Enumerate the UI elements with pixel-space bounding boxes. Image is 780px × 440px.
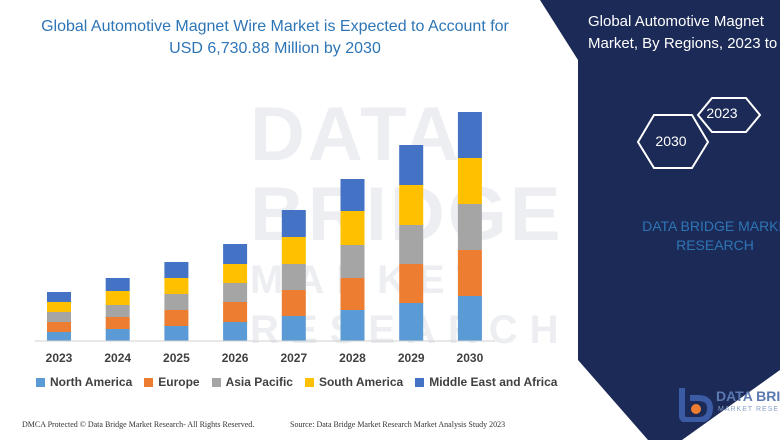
bar-2027-series-3 (281, 237, 306, 264)
hexagon-2030-label: 2030 (655, 133, 687, 149)
bar-2028-series-2 (340, 245, 365, 278)
bar-2030-series-2 (457, 204, 482, 250)
bar-2023-series-2 (47, 312, 71, 322)
data-bridge-logo-icon (679, 388, 714, 422)
bar-2025-series-0 (164, 326, 189, 341)
bar-2027-series-4 (281, 210, 306, 237)
x-tick-2029: 2029 (398, 351, 425, 365)
bar-2028-series-0 (340, 310, 365, 341)
legend-label: South America (318, 375, 404, 389)
legend-label: Asia Pacific (225, 375, 293, 389)
side-panel-title: Global Automotive Magnet Market, By Regi… (588, 11, 780, 55)
bar-2025-series-3 (164, 278, 189, 294)
bar-2028-series-4 (340, 179, 365, 211)
side-panel-title-line1: Global Automotive Magnet (588, 13, 764, 30)
x-tick-2027: 2027 (280, 351, 307, 365)
bar-2025-series-2 (164, 294, 189, 310)
bar-2024-series-3 (105, 291, 130, 305)
legend-label: North America (50, 375, 133, 389)
footer-copyright: DMCA Protected © Data Bridge Market Rese… (22, 420, 255, 429)
x-tick-2023: 2023 (46, 351, 73, 365)
chart-title-line1: Global Automotive Magnet Wire Market is … (41, 18, 509, 35)
side-panel-title-line2: Market, By Regions, 2023 to (588, 35, 778, 52)
bar-2025-series-1 (164, 310, 189, 326)
bar-2023-series-0 (47, 332, 71, 341)
logo-text: DATA BRID (716, 388, 780, 404)
legend-item-2: Asia Pacific (211, 375, 293, 389)
chart-title-line2: USD 6,730.88 Million by 2030 (169, 40, 381, 57)
bar-2029-series-0 (399, 303, 424, 341)
side-panel (540, 0, 780, 440)
side-panel-brand-line1: DATA BRIDGE MARKE (642, 218, 780, 234)
x-tick-2026: 2026 (222, 351, 249, 365)
bar-2024-series-4 (105, 278, 130, 291)
bar-2026-series-1 (223, 302, 248, 322)
legend-swatch (415, 377, 425, 387)
hexagon-2030-shape (636, 114, 710, 169)
legend-swatch (211, 377, 221, 387)
bar-2024-series-1 (105, 317, 130, 329)
bar-2027-series-1 (281, 290, 306, 316)
bar-2026-series-3 (223, 264, 248, 283)
x-tick-2025: 2025 (163, 351, 190, 365)
side-panel-brand-line2: RESEARCH (676, 237, 754, 253)
bar-2026-series-2 (223, 283, 248, 302)
bar-2030-series-0 (457, 296, 482, 341)
legend-item-3: South America (304, 375, 404, 389)
bar-2029-series-1 (399, 264, 424, 303)
bar-2024-series-2 (105, 305, 130, 317)
legend-swatch (36, 377, 45, 387)
legend: North America Europe Asia Pacific South Ame… (36, 375, 557, 389)
chart-title: Global Automotive Magnet Wire Market is … (40, 16, 510, 60)
legend-item-4: Middle East and Africa (415, 375, 557, 389)
legend-swatch (144, 377, 154, 387)
bar-2024-series-0 (105, 329, 130, 341)
bar-2025-series-4 (164, 262, 189, 278)
side-panel-brand: DATA BRIDGE MARKE RESEARCH (630, 217, 780, 255)
bar-2030-series-4 (457, 112, 482, 158)
x-tick-2030: 2030 (457, 351, 484, 365)
bar-2026-series-4 (223, 244, 248, 264)
bars-group (47, 112, 482, 341)
legend-item-0: North America (36, 375, 132, 389)
bar-2029-series-2 (399, 225, 424, 264)
bar-2023-series-1 (47, 322, 71, 332)
bar-2029-series-3 (399, 185, 424, 225)
hexagon-2023-shape (696, 97, 762, 133)
bar-2023-series-3 (47, 302, 71, 312)
logo-subtext: MARKET RESE (718, 406, 780, 413)
x-tick-labels: 2023 2024 2025 2026 2027 2028 2029 2030 (46, 351, 484, 365)
legend-item-1: Europe (144, 375, 200, 389)
stacked-bar-chart: 2023 2024 2025 2026 2027 2028 2029 2030 (35, 112, 495, 365)
footer-source: Source: Data Bridge Market Research Mark… (290, 420, 506, 429)
bar-2028-series-3 (340, 211, 365, 245)
bar-2028-series-1 (340, 278, 365, 310)
bar-2027-series-0 (281, 316, 306, 341)
bar-2023-series-4 (47, 292, 71, 302)
legend-label: Europe (158, 375, 200, 389)
bar-2029-series-4 (399, 145, 424, 185)
x-tick-2024: 2024 (104, 351, 131, 365)
bar-2030-series-1 (457, 250, 482, 296)
bar-2027-series-2 (281, 264, 306, 290)
side-panel-background (540, 0, 780, 440)
legend-label: Middle East and Africa (429, 375, 558, 389)
hexagon-2023-label: 2023 (706, 105, 738, 121)
x-tick-2028: 2028 (339, 351, 366, 365)
legend-swatch (304, 377, 314, 387)
bar-2026-series-0 (223, 322, 248, 341)
bar-2030-series-3 (457, 158, 482, 204)
